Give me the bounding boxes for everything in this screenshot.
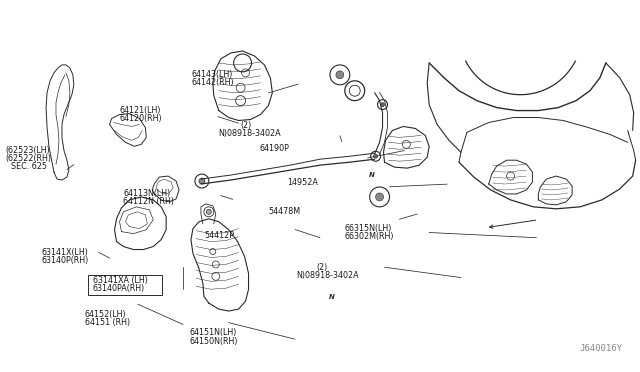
Circle shape — [206, 209, 211, 214]
Text: 64151 (RH): 64151 (RH) — [85, 318, 130, 327]
Text: 64143(LH): 64143(LH) — [192, 70, 233, 79]
Text: 54412P: 54412P — [204, 231, 234, 240]
Text: N: N — [369, 172, 374, 178]
Text: 64121(LH): 64121(LH) — [119, 106, 161, 115]
Text: 66302M(RH): 66302M(RH) — [344, 232, 394, 241]
Text: 14952A: 14952A — [287, 178, 318, 187]
Text: 64152(LH): 64152(LH) — [85, 310, 127, 319]
Text: 63140PA(RH): 63140PA(RH) — [93, 284, 145, 293]
Circle shape — [376, 193, 383, 201]
Text: 63140P(RH): 63140P(RH) — [42, 256, 89, 266]
Text: SEC. 625: SEC. 625 — [12, 162, 47, 171]
Text: 54478M: 54478M — [268, 207, 300, 217]
Text: (2): (2) — [241, 121, 252, 130]
Text: 66315N(LH): 66315N(LH) — [344, 224, 392, 232]
Circle shape — [381, 103, 385, 107]
Circle shape — [336, 71, 344, 79]
Text: (62523(LH): (62523(LH) — [6, 146, 51, 155]
Text: 63141X(LH): 63141X(LH) — [42, 248, 89, 257]
Text: J640016Y: J640016Y — [580, 344, 623, 353]
Text: 64142(RH): 64142(RH) — [192, 78, 234, 87]
Circle shape — [199, 178, 205, 184]
Text: 64190P: 64190P — [260, 144, 289, 153]
Circle shape — [374, 154, 378, 158]
Text: (2): (2) — [317, 263, 328, 272]
Text: N)08918-3402A: N)08918-3402A — [296, 271, 358, 280]
Text: 64150N(RH): 64150N(RH) — [190, 337, 238, 346]
Text: 63141XA (LH): 63141XA (LH) — [93, 276, 147, 285]
Text: 64112N (RH): 64112N (RH) — [123, 197, 174, 206]
Text: 64113N(LH): 64113N(LH) — [123, 189, 170, 198]
Text: N)08918-3402A: N)08918-3402A — [218, 129, 281, 138]
Text: 64120(RH): 64120(RH) — [119, 114, 162, 123]
Text: N: N — [329, 294, 335, 300]
Text: 64151N(LH): 64151N(LH) — [190, 328, 237, 337]
Text: (62522(RH): (62522(RH) — [6, 154, 52, 163]
Bar — [88, 275, 163, 295]
